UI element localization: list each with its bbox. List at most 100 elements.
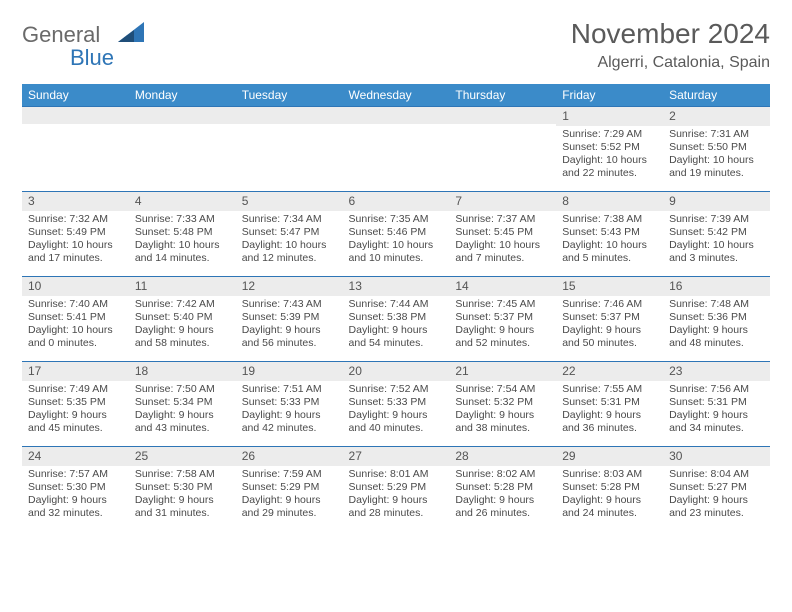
sunrise-line: Sunrise: 7:49 AM xyxy=(28,383,123,396)
sunset-line: Sunset: 5:45 PM xyxy=(455,226,550,239)
weekday-header: Friday xyxy=(556,84,663,106)
daylight-line: Daylight: 10 hours xyxy=(562,154,657,167)
calendar-cell: 7Sunrise: 7:37 AMSunset: 5:45 PMDaylight… xyxy=(449,191,556,276)
sunrise-line: Sunrise: 7:52 AM xyxy=(349,383,444,396)
calendar-cell: 19Sunrise: 7:51 AMSunset: 5:33 PMDayligh… xyxy=(236,361,343,446)
sunrise-line: Sunrise: 7:43 AM xyxy=(242,298,337,311)
calendar-cell: 3Sunrise: 7:32 AMSunset: 5:49 PMDaylight… xyxy=(22,191,129,276)
day-number: 4 xyxy=(129,191,236,211)
calendar-cell: 14Sunrise: 7:45 AMSunset: 5:37 PMDayligh… xyxy=(449,276,556,361)
day-body: Sunrise: 7:29 AMSunset: 5:52 PMDaylight:… xyxy=(556,126,663,185)
weekday-header: Wednesday xyxy=(343,84,450,106)
daylight-line2: and 22 minutes. xyxy=(562,167,657,180)
sunset-line: Sunset: 5:31 PM xyxy=(562,396,657,409)
day-body: Sunrise: 8:02 AMSunset: 5:28 PMDaylight:… xyxy=(449,466,556,525)
day-number: 20 xyxy=(343,361,450,381)
day-number: 12 xyxy=(236,276,343,296)
day-body: Sunrise: 8:03 AMSunset: 5:28 PMDaylight:… xyxy=(556,466,663,525)
calendar-cell: 27Sunrise: 8:01 AMSunset: 5:29 PMDayligh… xyxy=(343,446,450,531)
day-body xyxy=(343,124,450,184)
day-number xyxy=(129,106,236,124)
sunset-line: Sunset: 5:28 PM xyxy=(562,481,657,494)
day-body: Sunrise: 7:42 AMSunset: 5:40 PMDaylight:… xyxy=(129,296,236,355)
day-body: Sunrise: 7:50 AMSunset: 5:34 PMDaylight:… xyxy=(129,381,236,440)
daylight-line: Daylight: 9 hours xyxy=(562,494,657,507)
daylight-line: Daylight: 10 hours xyxy=(455,239,550,252)
sunrise-line: Sunrise: 7:56 AM xyxy=(669,383,764,396)
sunrise-line: Sunrise: 7:45 AM xyxy=(455,298,550,311)
calendar-cell: 15Sunrise: 7:46 AMSunset: 5:37 PMDayligh… xyxy=(556,276,663,361)
daylight-line2: and 23 minutes. xyxy=(669,507,764,520)
sunset-line: Sunset: 5:29 PM xyxy=(349,481,444,494)
day-number: 29 xyxy=(556,446,663,466)
location: Algerri, Catalonia, Spain xyxy=(571,54,770,72)
daylight-line: Daylight: 9 hours xyxy=(669,409,764,422)
weekday-header: Monday xyxy=(129,84,236,106)
daylight-line2: and 7 minutes. xyxy=(455,252,550,265)
day-number: 15 xyxy=(556,276,663,296)
daylight-line2: and 45 minutes. xyxy=(28,422,123,435)
daylight-line2: and 36 minutes. xyxy=(562,422,657,435)
sunrise-line: Sunrise: 7:55 AM xyxy=(562,383,657,396)
daylight-line: Daylight: 9 hours xyxy=(135,494,230,507)
calendar-cell xyxy=(129,106,236,191)
day-body: Sunrise: 7:52 AMSunset: 5:33 PMDaylight:… xyxy=(343,381,450,440)
day-number: 9 xyxy=(663,191,770,211)
sunset-line: Sunset: 5:28 PM xyxy=(455,481,550,494)
calendar-cell: 28Sunrise: 8:02 AMSunset: 5:28 PMDayligh… xyxy=(449,446,556,531)
weekday-header: Thursday xyxy=(449,84,556,106)
day-number: 10 xyxy=(22,276,129,296)
daylight-line: Daylight: 9 hours xyxy=(349,494,444,507)
daylight-line2: and 24 minutes. xyxy=(562,507,657,520)
sunset-line: Sunset: 5:27 PM xyxy=(669,481,764,494)
day-body: Sunrise: 7:40 AMSunset: 5:41 PMDaylight:… xyxy=(22,296,129,355)
day-body: Sunrise: 7:45 AMSunset: 5:37 PMDaylight:… xyxy=(449,296,556,355)
calendar-cell: 25Sunrise: 7:58 AMSunset: 5:30 PMDayligh… xyxy=(129,446,236,531)
calendar-week-row: 24Sunrise: 7:57 AMSunset: 5:30 PMDayligh… xyxy=(22,446,770,531)
daylight-line: Daylight: 9 hours xyxy=(28,494,123,507)
daylight-line: Daylight: 10 hours xyxy=(28,324,123,337)
day-body: Sunrise: 7:48 AMSunset: 5:36 PMDaylight:… xyxy=(663,296,770,355)
sunset-line: Sunset: 5:52 PM xyxy=(562,141,657,154)
sunrise-line: Sunrise: 7:37 AM xyxy=(455,213,550,226)
daylight-line2: and 10 minutes. xyxy=(349,252,444,265)
daylight-line: Daylight: 9 hours xyxy=(28,409,123,422)
sunset-line: Sunset: 5:30 PM xyxy=(28,481,123,494)
daylight-line2: and 52 minutes. xyxy=(455,337,550,350)
daylight-line2: and 29 minutes. xyxy=(242,507,337,520)
day-number: 23 xyxy=(663,361,770,381)
daylight-line: Daylight: 9 hours xyxy=(135,324,230,337)
calendar-cell: 18Sunrise: 7:50 AMSunset: 5:34 PMDayligh… xyxy=(129,361,236,446)
sunrise-line: Sunrise: 8:02 AM xyxy=(455,468,550,481)
day-body: Sunrise: 7:35 AMSunset: 5:46 PMDaylight:… xyxy=(343,211,450,270)
calendar-cell: 23Sunrise: 7:56 AMSunset: 5:31 PMDayligh… xyxy=(663,361,770,446)
calendar-cell: 20Sunrise: 7:52 AMSunset: 5:33 PMDayligh… xyxy=(343,361,450,446)
daylight-line2: and 56 minutes. xyxy=(242,337,337,350)
sunset-line: Sunset: 5:32 PM xyxy=(455,396,550,409)
day-body: Sunrise: 7:32 AMSunset: 5:49 PMDaylight:… xyxy=(22,211,129,270)
day-body: Sunrise: 7:44 AMSunset: 5:38 PMDaylight:… xyxy=(343,296,450,355)
calendar-week-row: 3Sunrise: 7:32 AMSunset: 5:49 PMDaylight… xyxy=(22,191,770,276)
daylight-line2: and 14 minutes. xyxy=(135,252,230,265)
day-body: Sunrise: 7:49 AMSunset: 5:35 PMDaylight:… xyxy=(22,381,129,440)
daylight-line: Daylight: 10 hours xyxy=(28,239,123,252)
day-number: 6 xyxy=(343,191,450,211)
daylight-line: Daylight: 9 hours xyxy=(455,494,550,507)
day-body: Sunrise: 7:51 AMSunset: 5:33 PMDaylight:… xyxy=(236,381,343,440)
sunset-line: Sunset: 5:29 PM xyxy=(242,481,337,494)
daylight-line2: and 58 minutes. xyxy=(135,337,230,350)
day-body: Sunrise: 7:33 AMSunset: 5:48 PMDaylight:… xyxy=(129,211,236,270)
sunset-line: Sunset: 5:33 PM xyxy=(349,396,444,409)
daylight-line2: and 12 minutes. xyxy=(242,252,337,265)
sunset-line: Sunset: 5:34 PM xyxy=(135,396,230,409)
day-number xyxy=(236,106,343,124)
sunset-line: Sunset: 5:47 PM xyxy=(242,226,337,239)
sunrise-line: Sunrise: 7:38 AM xyxy=(562,213,657,226)
daylight-line: Daylight: 9 hours xyxy=(562,324,657,337)
sunrise-line: Sunrise: 7:44 AM xyxy=(349,298,444,311)
day-number: 18 xyxy=(129,361,236,381)
sunrise-line: Sunrise: 7:54 AM xyxy=(455,383,550,396)
day-body: Sunrise: 8:01 AMSunset: 5:29 PMDaylight:… xyxy=(343,466,450,525)
day-body: Sunrise: 7:46 AMSunset: 5:37 PMDaylight:… xyxy=(556,296,663,355)
day-body: Sunrise: 7:34 AMSunset: 5:47 PMDaylight:… xyxy=(236,211,343,270)
